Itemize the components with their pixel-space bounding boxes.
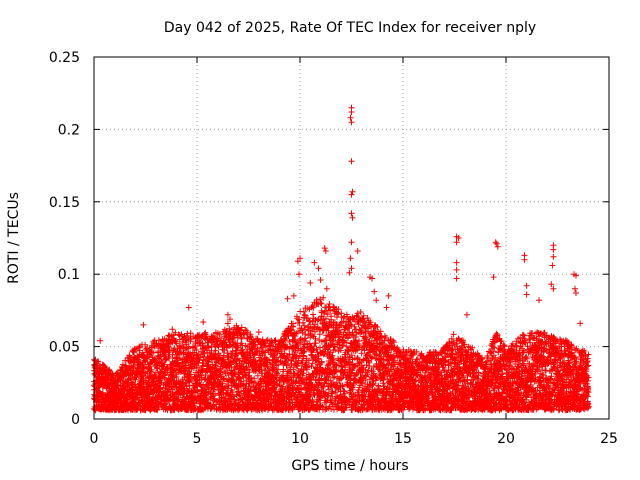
roti-point bbox=[490, 274, 497, 281]
y-tick-label: 0.2 bbox=[58, 122, 80, 138]
roti-point bbox=[521, 256, 528, 263]
roti-point bbox=[294, 258, 301, 265]
x-tick-label: 15 bbox=[394, 431, 412, 447]
roti-point bbox=[169, 326, 176, 333]
roti-point bbox=[284, 295, 291, 302]
roti-point bbox=[348, 158, 355, 165]
roti-point bbox=[349, 188, 356, 195]
y-tick-label: 0.1 bbox=[58, 267, 80, 283]
roti-point bbox=[315, 265, 322, 272]
roti-point bbox=[369, 275, 376, 282]
roti-point bbox=[307, 279, 314, 286]
x-tick-label: 10 bbox=[291, 431, 309, 447]
chart-title: Day 042 of 2025, Rate Of TEC Index for r… bbox=[164, 20, 536, 36]
roti-point bbox=[346, 269, 353, 276]
roti-point bbox=[321, 245, 328, 252]
roti-point bbox=[296, 271, 302, 278]
roti-point-cloud bbox=[90, 294, 592, 414]
roti-point bbox=[290, 292, 297, 299]
roti-point bbox=[255, 329, 262, 336]
roti-point bbox=[311, 259, 318, 266]
roti-point bbox=[536, 297, 542, 304]
roti-point bbox=[347, 255, 354, 262]
roti-point bbox=[348, 109, 355, 115]
roti-point bbox=[140, 321, 147, 328]
x-tick-labels: 0 5 10 15 20 25 bbox=[90, 431, 618, 447]
roti-point bbox=[322, 248, 329, 254]
roti-point bbox=[349, 214, 356, 221]
y-tick-label: 0.15 bbox=[49, 195, 80, 211]
roti-point bbox=[493, 240, 500, 247]
roti-point bbox=[453, 275, 460, 282]
roti-point bbox=[97, 337, 104, 344]
roti-point bbox=[550, 253, 557, 260]
roti-point bbox=[348, 239, 355, 246]
roti-point bbox=[573, 272, 579, 279]
roti-point bbox=[550, 246, 557, 253]
plot-frame bbox=[93, 56, 610, 420]
roti-point bbox=[523, 291, 530, 298]
roti-point bbox=[453, 259, 460, 266]
roti-point bbox=[224, 320, 231, 327]
roti-point bbox=[550, 285, 557, 292]
roti-point bbox=[373, 297, 380, 304]
roti-point bbox=[348, 265, 355, 272]
roti-point bbox=[572, 285, 578, 292]
y-tick-label: 0.25 bbox=[49, 50, 80, 66]
roti-point bbox=[494, 243, 501, 250]
roti-point bbox=[348, 210, 355, 217]
roti-point bbox=[455, 235, 462, 241]
roti-point bbox=[348, 191, 355, 198]
roti-point bbox=[347, 114, 354, 121]
roti-point bbox=[549, 262, 556, 269]
x-tick-label: 20 bbox=[497, 431, 515, 447]
roti-point bbox=[371, 288, 378, 295]
roti-point bbox=[323, 285, 330, 292]
roti-point bbox=[224, 311, 231, 318]
roti-point bbox=[348, 119, 355, 126]
y-tick-labels: 0 0.05 0.1 0.15 0.2 0.25 bbox=[49, 50, 80, 428]
roti-point bbox=[383, 304, 390, 311]
roti-point bbox=[453, 266, 460, 273]
roti-point bbox=[185, 304, 192, 311]
x-tick-label: 5 bbox=[193, 431, 202, 447]
axis-ticks bbox=[93, 56, 610, 420]
roti-point bbox=[573, 290, 579, 296]
roti-point bbox=[463, 311, 470, 318]
roti-point bbox=[317, 277, 324, 283]
x-axis-label: GPS time / hours bbox=[291, 458, 408, 474]
roti-point bbox=[385, 292, 392, 299]
roti-point bbox=[577, 320, 584, 327]
roti-point bbox=[548, 281, 555, 288]
roti-point bbox=[354, 248, 361, 254]
roti-point bbox=[227, 316, 233, 323]
roti-point bbox=[523, 282, 530, 289]
x-tick-label: 0 bbox=[90, 431, 99, 447]
y-axis-label: ROTI / TECUs bbox=[6, 192, 22, 284]
grid-lines bbox=[94, 57, 609, 419]
data-points bbox=[90, 104, 592, 414]
x-tick-label: 25 bbox=[600, 431, 618, 447]
roti-point bbox=[200, 319, 207, 325]
y-tick-label: 0 bbox=[71, 412, 80, 428]
roti-point bbox=[453, 239, 460, 246]
y-tick-label: 0.05 bbox=[49, 340, 80, 356]
